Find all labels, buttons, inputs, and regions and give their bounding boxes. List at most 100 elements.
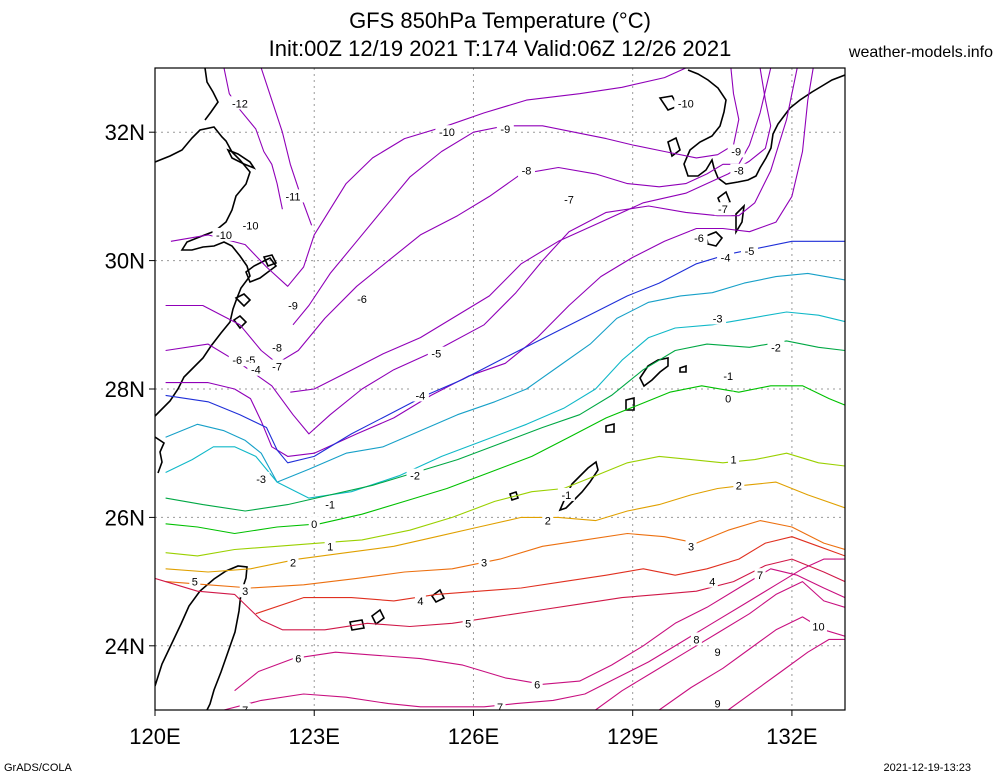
contour-label-bg xyxy=(690,231,708,245)
contour-label: -1 xyxy=(723,371,733,383)
contour-label-bg xyxy=(247,362,265,376)
kikai-island xyxy=(679,364,687,373)
contour-label: -10 xyxy=(678,98,694,110)
kyushu-coastline xyxy=(683,69,845,185)
contour-label: -10 xyxy=(243,220,259,232)
contour-label-bg xyxy=(268,359,286,373)
contour-label: 3 xyxy=(481,557,487,569)
isotherm-0 xyxy=(165,385,845,535)
zhoushan-islands xyxy=(232,256,278,330)
contour-label-bg xyxy=(228,96,252,110)
contour-label: -5 xyxy=(745,246,755,258)
contour-label: 6 xyxy=(295,654,301,666)
tanegashima xyxy=(735,203,746,235)
taiwan-coastline xyxy=(155,565,248,710)
contour-label: -1 xyxy=(561,490,571,502)
contour-label: -4 xyxy=(415,390,425,402)
chart-title: GFS 850hPa Temperature (°C) xyxy=(349,8,651,33)
contour-label-bg xyxy=(722,391,734,405)
contour-label-bg xyxy=(239,218,263,232)
contour-label-bg xyxy=(189,574,201,588)
isotherm--2 xyxy=(165,311,845,499)
contour-label-bg xyxy=(809,619,827,633)
isotherm--10 xyxy=(170,68,687,287)
contour-label: 9 xyxy=(715,699,721,711)
contour-label: 7 xyxy=(757,570,763,582)
miyako-island xyxy=(430,588,446,604)
kume-island xyxy=(508,490,520,502)
contour-label: -1 xyxy=(325,500,335,512)
contour-label: 4 xyxy=(709,577,715,589)
y-tick-label: 30N xyxy=(105,249,145,274)
contour-label: 0 xyxy=(725,394,731,406)
isotherm-8 xyxy=(595,581,845,710)
contour-label: 6 xyxy=(534,679,540,691)
isotherm-labels: -12-11-10-9-8-7-6-5-4-3-2-1012345678910-… xyxy=(189,96,827,711)
contour-label-bg xyxy=(685,539,697,553)
contour-label: -4 xyxy=(251,365,261,377)
contour-label-bg xyxy=(727,144,745,158)
contour-label-bg xyxy=(284,298,302,312)
amami-oshima xyxy=(639,357,669,388)
contour-label-bg xyxy=(560,192,578,206)
contour-label: 0 xyxy=(311,519,317,531)
contour-label-bg xyxy=(353,292,371,306)
contour-label: -7 xyxy=(564,195,574,207)
contour-label: -12 xyxy=(232,98,248,110)
contour-label-bg xyxy=(690,632,702,646)
contour-label: -8 xyxy=(522,166,532,178)
isotherm-3 xyxy=(165,520,845,589)
isotherm--4 xyxy=(165,240,845,464)
x-tick-label: 120E xyxy=(129,724,180,749)
chart-subtitle: Init:00Z 12/19 2021 T:174 Valid:06Z 12/2… xyxy=(268,36,732,61)
contour-label-bg xyxy=(292,651,304,665)
contour-label: 2 xyxy=(736,480,742,492)
contour-label: 2 xyxy=(545,516,551,528)
contour-label: 1 xyxy=(730,455,736,467)
contour-label-bg xyxy=(281,189,305,203)
cheju-island xyxy=(262,254,278,268)
y-tick-label: 26N xyxy=(105,505,145,530)
timestamp-label: 2021-12-19-13:23 xyxy=(883,762,971,774)
contour-label: 5 xyxy=(192,577,198,589)
contour-label-bg xyxy=(717,250,735,264)
contour-label: 5 xyxy=(465,618,471,630)
isotherm--8 xyxy=(165,68,772,364)
contour-label: -2 xyxy=(410,471,420,483)
x-tick-label: 129E xyxy=(607,724,658,749)
contour-label-bg xyxy=(496,121,514,135)
contour-label: -6 xyxy=(232,355,242,367)
contour-label: 4 xyxy=(417,596,423,608)
contour-label: -11 xyxy=(285,191,300,203)
contour-label: -10 xyxy=(216,230,232,242)
contour-label-bg xyxy=(714,202,732,216)
contour-label: -7 xyxy=(272,362,282,374)
contour-label: -3 xyxy=(713,313,723,325)
contour-label-bg xyxy=(228,353,246,367)
contour-label: -5 xyxy=(246,355,256,367)
contour-label-bg xyxy=(709,311,727,325)
site-watermark: weather-models.info xyxy=(848,44,993,61)
contour-label-bg xyxy=(406,468,424,482)
x-tick-label: 132E xyxy=(766,724,817,749)
contour-label: -6 xyxy=(357,294,367,306)
contour-label: -5 xyxy=(431,349,441,361)
china-coastline xyxy=(155,126,251,417)
contour-label-bg xyxy=(754,568,766,582)
contour-label: 2 xyxy=(290,557,296,569)
contour-label: -4 xyxy=(721,252,731,264)
contour-label-bg xyxy=(324,539,336,553)
contour-label-bg xyxy=(268,340,286,354)
tokunoshima xyxy=(625,396,635,411)
contour-label-bg xyxy=(712,696,724,710)
contour-label-bg xyxy=(239,703,251,710)
contour-label-bg xyxy=(740,243,758,257)
y-tick-label: 24N xyxy=(105,634,145,659)
contour-label-bg xyxy=(719,369,737,383)
contour-label-bg xyxy=(462,616,474,630)
contour-label: 9 xyxy=(715,647,721,659)
yonaguni-island xyxy=(605,422,615,433)
contour-label: 3 xyxy=(688,541,694,553)
contour-label-bg xyxy=(427,346,445,360)
